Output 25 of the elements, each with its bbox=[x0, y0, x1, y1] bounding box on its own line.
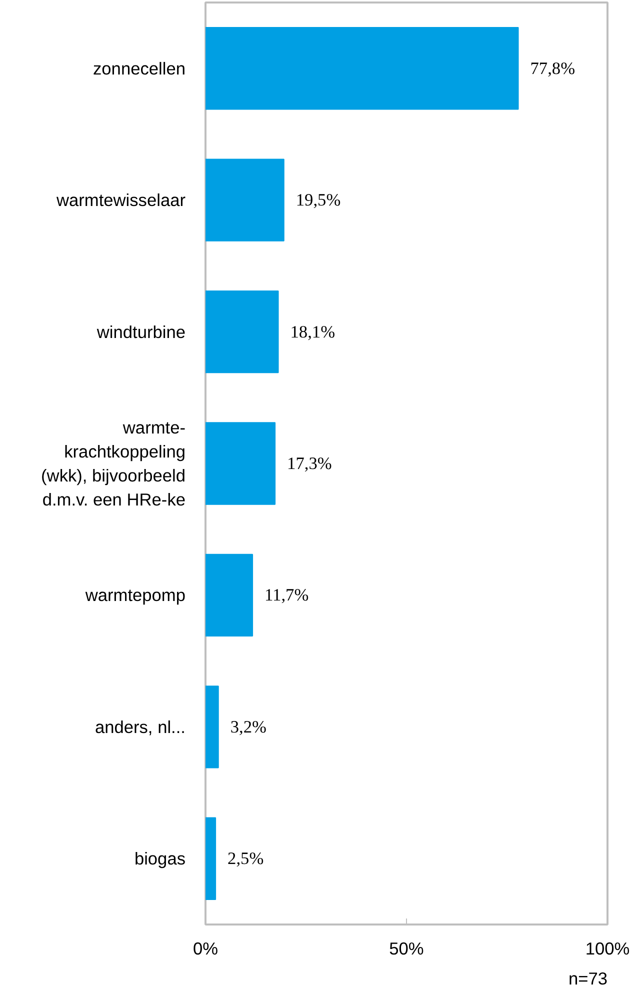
y-tick-label: anders, nl... bbox=[94, 716, 186, 737]
y-tick-label: warmtewisselaar bbox=[55, 190, 186, 210]
data-label: 18,1% bbox=[290, 322, 336, 342]
data-label: 11,7% bbox=[264, 586, 309, 605]
x-tick-label: 50% bbox=[389, 938, 424, 958]
y-tick-label: biogas bbox=[134, 848, 186, 869]
bar bbox=[206, 817, 216, 900]
data-label: 17,3% bbox=[287, 454, 332, 473]
bar bbox=[206, 27, 519, 110]
y-tick-label: warmte- krachtkoppeling (wkk), bijvoorbeeld d.m.v. een HRe-ke bbox=[41, 418, 186, 510]
y-tick-label: windturbine bbox=[96, 322, 186, 342]
data-label: 19,5% bbox=[296, 190, 341, 210]
bar bbox=[206, 158, 284, 242]
bar bbox=[206, 290, 279, 374]
text: n=73 bbox=[568, 968, 608, 988]
bar bbox=[206, 422, 276, 505]
y-tick-label: zonnecellen bbox=[93, 58, 186, 78]
y-tick-label: warmtepomp bbox=[84, 585, 186, 606]
bar bbox=[206, 554, 254, 637]
data-label: 2,5% bbox=[228, 849, 264, 868]
bar bbox=[206, 686, 219, 768]
data-label: 77,8% bbox=[530, 58, 576, 78]
x-tick-label: 0% bbox=[192, 938, 218, 958]
data-label: 3,2% bbox=[230, 717, 266, 736]
x-tick-label: 100% bbox=[585, 938, 630, 958]
